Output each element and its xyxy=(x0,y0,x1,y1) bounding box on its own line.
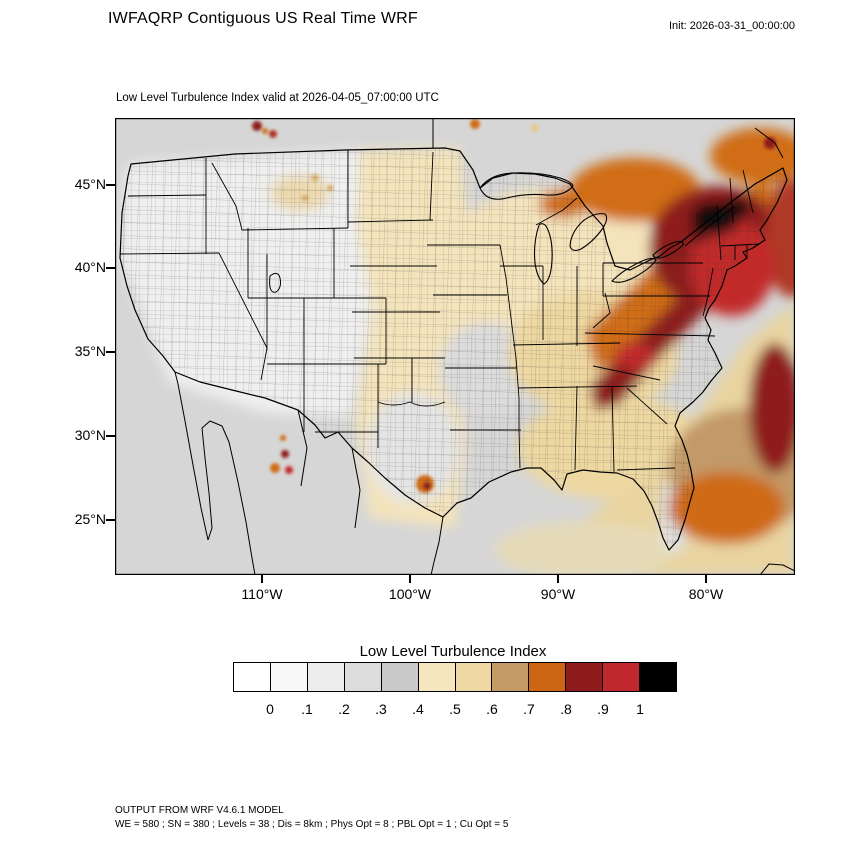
init-timestamp: Init: 2026-03-31_00:00:00 xyxy=(669,20,795,32)
map-frame xyxy=(115,118,795,575)
colorbar-cell xyxy=(640,663,677,691)
lat-tick-mark xyxy=(106,519,115,521)
coastline xyxy=(119,147,788,551)
colorbar-cell xyxy=(270,663,308,691)
lon-tick-label: 110°W xyxy=(241,586,283,602)
colorbar-cell xyxy=(418,663,456,691)
county-grid xyxy=(120,148,787,550)
footer-model-line: OUTPUT FROM WRF V4.6.1 MODEL xyxy=(115,805,284,816)
colorbar-cell xyxy=(455,663,493,691)
colorbar-tick-label: .4 xyxy=(412,701,424,717)
lon-tick-label: 90°W xyxy=(540,586,576,602)
lat-tick-mark xyxy=(106,435,115,437)
colorbar-tick-label: .5 xyxy=(449,701,461,717)
colorbar-cell xyxy=(603,663,641,691)
map-subtitle: Low Level Turbulence Index valid at 2026… xyxy=(116,92,439,104)
colorbar-cell xyxy=(307,663,345,691)
state-borders xyxy=(119,150,761,473)
great-lakes xyxy=(479,172,684,285)
colorbar-tick-label: .6 xyxy=(486,701,498,717)
lat-tick-label: 30°N xyxy=(74,427,106,443)
colorbar-labels: 0 .1 .2 .3 .4 .5 .6 .7 .8 .9 1 xyxy=(0,701,850,721)
colorbar xyxy=(233,662,677,692)
colorbar-tick-label: .9 xyxy=(597,701,609,717)
colorbar-tick-label: .8 xyxy=(560,701,572,717)
colorbar-tick-label: 1 xyxy=(636,701,644,717)
colorbar-cell xyxy=(234,663,271,691)
colorbar-tick-label: 0 xyxy=(266,701,274,717)
colorbar-tick-label: .1 xyxy=(301,701,313,717)
map-figure xyxy=(115,118,796,576)
lat-tick-mark xyxy=(106,184,115,186)
colorbar-cell xyxy=(566,663,604,691)
colorbar-cell xyxy=(344,663,382,691)
lon-tick-mark xyxy=(261,575,263,583)
international-lines xyxy=(174,118,796,576)
footer-config-line: WE = 580 ; SN = 380 ; Levels = 38 ; Dis … xyxy=(115,819,509,830)
lon-tick-mark xyxy=(409,575,411,583)
lat-tick-label: 45°N xyxy=(74,176,106,192)
lat-tick-label: 40°N xyxy=(74,259,106,275)
lon-tick-label: 100°W xyxy=(388,586,432,602)
lon-tick-mark xyxy=(557,575,559,583)
lat-tick-label: 25°N xyxy=(74,511,106,527)
lat-tick-mark xyxy=(106,351,115,353)
colorbar-cell xyxy=(529,663,567,691)
page-title: IWFAQRP Contiguous US Real Time WRF xyxy=(108,10,418,27)
lon-tick-mark xyxy=(705,575,707,583)
lon-tick-label: 80°W xyxy=(688,586,724,602)
colorbar-tick-label: .2 xyxy=(338,701,350,717)
lat-tick-label: 35°N xyxy=(74,343,106,359)
colorbar-cell xyxy=(492,663,530,691)
colorbar-tick-label: .3 xyxy=(375,701,387,717)
us-map-svg xyxy=(115,118,796,576)
colorbar-title: Low Level Turbulence Index xyxy=(359,643,547,660)
colorbar-cell xyxy=(381,663,419,691)
colorbar-tick-label: .7 xyxy=(523,701,535,717)
lat-tick-mark xyxy=(106,267,115,269)
